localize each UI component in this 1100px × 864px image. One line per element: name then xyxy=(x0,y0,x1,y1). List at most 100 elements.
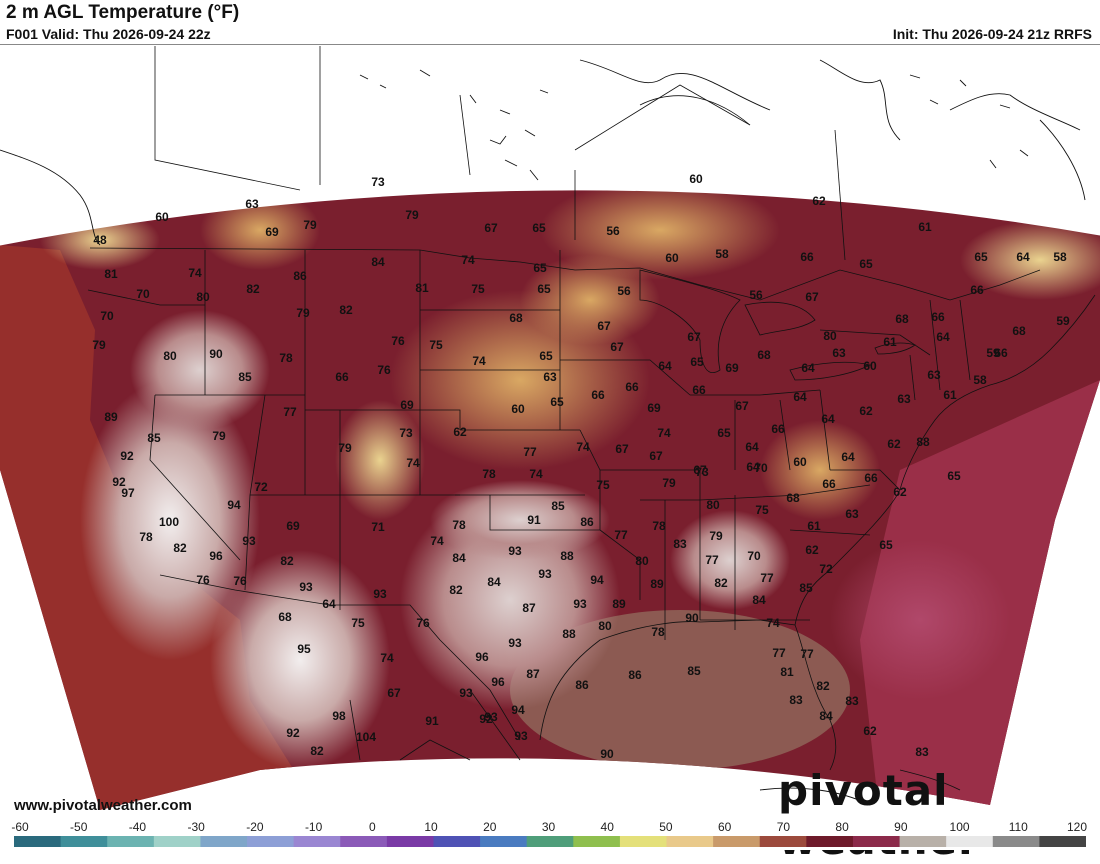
temperature-value-label: 80 xyxy=(823,329,837,343)
valid-time: F001 Valid: Thu 2026-09-24 22z xyxy=(6,26,211,42)
temperature-value-label: 87 xyxy=(522,601,536,615)
temperature-value-label: 66 xyxy=(692,383,706,397)
temperature-value-label: 67 xyxy=(387,686,401,700)
temperature-value-label: 85 xyxy=(147,431,161,445)
colorbar-tick: 70 xyxy=(776,820,791,834)
colorbar-tick: 0 xyxy=(368,820,376,834)
temperature-value-label: 93 xyxy=(299,580,313,594)
temperature-value-label: 75 xyxy=(351,616,365,630)
colorbar-segment xyxy=(293,836,341,847)
temperature-value-label: 66 xyxy=(970,283,984,297)
colorbar-segment xyxy=(992,836,1040,847)
temperature-value-label: 78 xyxy=(279,351,293,365)
colorbar-segment xyxy=(200,836,248,847)
init-time: Init: Thu 2026-09-24 21z RRFS xyxy=(892,26,1092,42)
temperature-value-label: 66 xyxy=(994,346,1008,360)
colorbar-segment xyxy=(526,836,574,847)
temperature-value-label: 64 xyxy=(821,412,835,426)
temperature-value-label: 84 xyxy=(487,575,501,589)
temperature-value-label: 70 xyxy=(747,549,761,563)
temperature-value-label: 77 xyxy=(705,553,719,567)
temperature-value-label: 81 xyxy=(415,281,429,295)
temperature-value-label: 100 xyxy=(159,515,179,529)
temperature-value-label: 64 xyxy=(1016,250,1030,264)
colorbar-segment xyxy=(852,836,901,847)
temperature-value-label: 85 xyxy=(687,664,701,678)
temperature-value-label: 70 xyxy=(754,461,768,475)
temperature-value-label: 65 xyxy=(717,426,731,440)
colorbar-tick: -50 xyxy=(70,820,88,834)
temperature-value-label: 65 xyxy=(550,395,564,409)
temperature-value-label: 72 xyxy=(254,480,268,494)
political-borders xyxy=(87,45,1096,771)
temperature-value-label: 93 xyxy=(459,686,473,700)
temperature-value-label: 91 xyxy=(425,714,439,728)
header-bar: 2 m AGL Temperature (°F) F001 Valid: Thu… xyxy=(0,0,1100,46)
temperature-value-label: 73 xyxy=(371,175,385,189)
temperature-value-label: 63 xyxy=(845,507,859,521)
colorbar-segment xyxy=(946,836,994,847)
colorbar-tick: 120 xyxy=(1066,820,1088,834)
colorbar-tick: 90 xyxy=(894,820,908,834)
temperature-value-label: 92 xyxy=(112,475,126,489)
temperature-value-label: 80 xyxy=(598,619,612,633)
temperature-value-label: 74 xyxy=(406,456,420,470)
temperature-value-label: 74 xyxy=(576,440,590,454)
temperature-value-label: 92 xyxy=(479,712,493,726)
website-credit[interactable]: www.pivotalweather.com xyxy=(14,797,192,814)
temperature-value-label: 79 xyxy=(405,208,419,222)
temperature-value-label: 87 xyxy=(526,667,540,681)
temperature-value-label: 66 xyxy=(931,310,945,324)
temperature-value-label: 61 xyxy=(918,220,932,234)
colorbar-tick: 60 xyxy=(717,820,732,834)
temperature-value-label: 69 xyxy=(725,361,739,375)
temperature-value-label: 83 xyxy=(673,537,687,551)
temperature-value-label: 65 xyxy=(879,538,893,552)
temperature-value-label: 76 xyxy=(391,334,405,348)
temperature-value-label: 82 xyxy=(173,541,187,555)
temperature-value-label: 78 xyxy=(139,530,153,544)
temperature-map[interactable]: 73 60 62 63 60 69 79 79 67 65 56 61 58 81 74 86 84 74 65 60… xyxy=(0,45,1100,820)
temperature-value-label: 74 xyxy=(657,426,671,440)
temperature-value-label: 93 xyxy=(484,710,498,724)
temperature-value-label: 75 xyxy=(471,282,485,296)
temperature-value-label: 62 xyxy=(863,724,877,738)
temperature-value-label: 76 xyxy=(196,573,210,587)
temperature-value-label: 84 xyxy=(371,255,385,269)
colorbar-segment xyxy=(713,836,761,847)
temperature-value-label: 60 xyxy=(155,210,169,224)
temperature-value-label: 83 xyxy=(915,745,929,759)
temperature-value-label: 75 xyxy=(429,338,443,352)
colorbar-segment xyxy=(386,836,434,847)
colorbar-segment xyxy=(759,836,807,847)
temperature-value-label: 75 xyxy=(755,503,769,517)
temperature-value-label: 82 xyxy=(246,282,260,296)
temperature-value-label: 85 xyxy=(238,370,252,384)
colorbar-segment xyxy=(573,836,621,847)
temperature-value-label: 97 xyxy=(121,486,135,500)
temperature-value-label: 82 xyxy=(449,583,463,597)
temperature-value-label: 69 xyxy=(647,401,661,415)
temperature-value-label: 79 xyxy=(662,476,676,490)
temperature-value-label: 79 xyxy=(212,429,226,443)
coastlines xyxy=(0,59,1086,806)
temperature-value-label: 62 xyxy=(805,543,819,557)
temperature-value-label: 94 xyxy=(227,498,241,512)
temperature-value-label: 61 xyxy=(883,335,897,349)
temperature-value-label: 56 xyxy=(606,224,620,238)
colorbar-tick: -60 xyxy=(11,820,29,834)
temperature-value-label: 62 xyxy=(887,437,901,451)
temperature-value-label: 74 xyxy=(430,534,444,548)
temperature-value-label: 85 xyxy=(551,499,565,513)
temperature-value-label: 92 xyxy=(120,449,134,463)
temperature-value-label: 70 xyxy=(100,309,114,323)
temperature-value-label: 82 xyxy=(280,554,294,568)
temperature-value-label: 65 xyxy=(537,282,551,296)
temperature-value-label: 63 xyxy=(245,197,259,211)
temperature-value-label: 78 xyxy=(652,519,666,533)
temperature-value-label: 92 xyxy=(286,726,300,740)
temperature-value-label: 68 xyxy=(786,491,800,505)
temperature-value-label: 66 xyxy=(800,250,814,264)
temperature-value-label: 64 xyxy=(841,450,855,464)
temperature-value-label: 90 xyxy=(209,347,223,361)
